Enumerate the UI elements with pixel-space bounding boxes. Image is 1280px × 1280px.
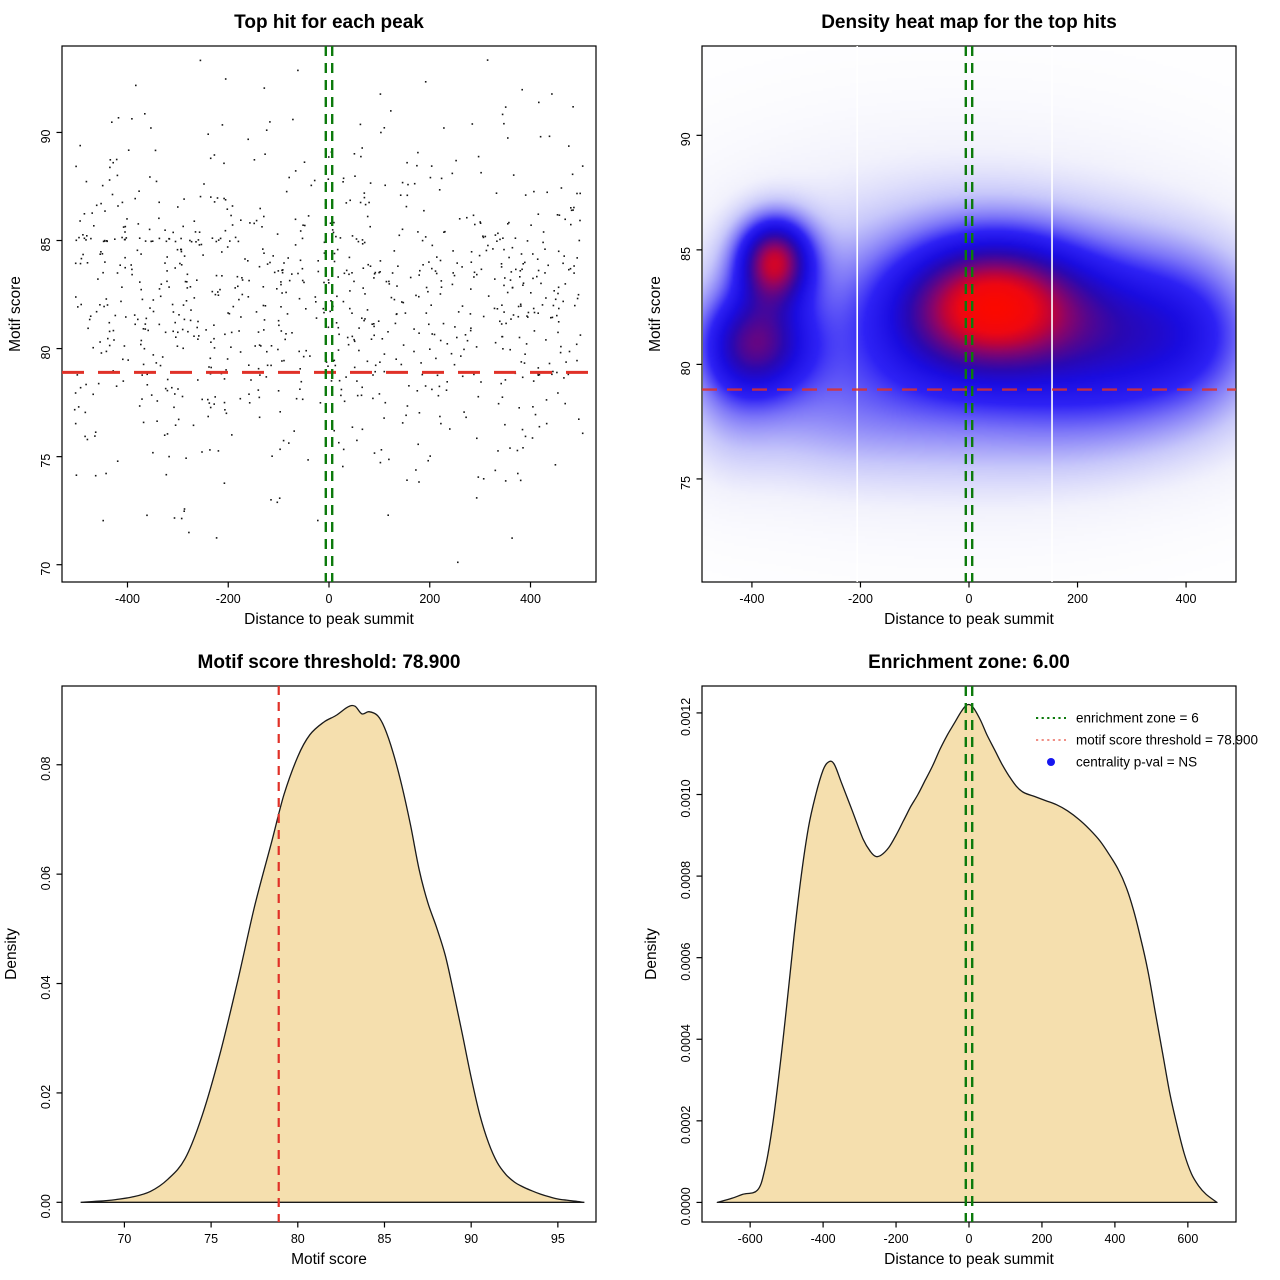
y-tick-label: 0.08 <box>39 757 53 781</box>
panel-scatter: Top hit for each peak Distance to peak s… <box>0 0 640 640</box>
x-tick-label: 400 <box>520 592 541 606</box>
y-tick-label: 0.0006 <box>679 943 693 981</box>
scatter-points <box>73 59 584 564</box>
score-density-plot: Motif score threshold: 78.900 Motif scor… <box>3 652 597 1268</box>
x-tick-label: 0 <box>966 1232 973 1246</box>
y-tick-label: 85 <box>39 238 53 252</box>
score-density-xlabel: Motif score <box>291 1251 367 1268</box>
legend-label-motif-threshold: motif score threshold = 78.900 <box>1076 733 1258 748</box>
y-tick-label: 90 <box>679 132 693 146</box>
legend <box>1036 717 1066 766</box>
heatmap-axes: -400 -200 0 200 400 75 80 85 90 <box>679 45 1237 606</box>
y-tick-label: 0.00 <box>39 1194 53 1218</box>
y-tick-label: 0.0004 <box>679 1024 693 1062</box>
y-tick-label: 75 <box>39 454 53 468</box>
heatmap-plot: Density heat map for the top hits Distan… <box>647 12 1237 628</box>
score_density-curve <box>80 704 585 1203</box>
y-tick-label: 85 <box>679 247 693 261</box>
scatter-ylabel: Motif score <box>7 276 24 352</box>
score-density-ylabel: Density <box>3 928 20 980</box>
x-tick-label: 200 <box>419 592 440 606</box>
x-tick-label: 80 <box>291 1232 305 1246</box>
summit-density-ylabel: Density <box>643 928 660 980</box>
scatter-title: Top hit for each peak <box>234 12 424 33</box>
x-tick-label: 75 <box>204 1232 218 1246</box>
summit_density-axes: -600 -400 -200 0 200 400 600 0.0000 0.0002 0.0004… <box>679 685 1237 1246</box>
x-tick-label: 200 <box>1067 592 1088 606</box>
scatter-axes: -400 -200 0 200 400 70 75 80 85 90 <box>39 45 597 606</box>
summit_density-curve <box>716 703 1218 1204</box>
summit-density-plot: Enrichment zone: 6.00 Distance to peak s… <box>643 652 1258 1268</box>
x-tick-label: -200 <box>216 592 241 606</box>
y-tick-label: 0.0010 <box>679 779 693 817</box>
score_density-axes: 70 75 80 85 90 95 0.00 0.02 0.04 0.06 0.08 <box>39 685 597 1246</box>
x-tick-label: -200 <box>884 1232 909 1246</box>
zone-lines <box>964 686 974 1222</box>
heatmap-title: Density heat map for the top hits <box>821 12 1117 33</box>
panel-score-density: Motif score threshold: 78.900 Motif scor… <box>0 640 640 1280</box>
heatmap-ylabel: Motif score <box>647 276 664 352</box>
x-tick-label: 200 <box>1032 1232 1053 1246</box>
x-tick-label: 0 <box>326 592 333 606</box>
y-tick-label: 0.0008 <box>679 861 693 899</box>
y-tick-label: 0.0002 <box>679 1106 693 1144</box>
x-tick-label: 90 <box>464 1232 478 1246</box>
legend-label-enrichment-zone: enrichment zone = 6 <box>1076 711 1199 726</box>
x-tick-label: 85 <box>378 1232 392 1246</box>
y-tick-label: 80 <box>39 346 53 360</box>
y-tick-label: 0.0012 <box>679 698 693 736</box>
scatter-xlabel: Distance to peak summit <box>244 611 414 628</box>
x-tick-label: -600 <box>738 1232 763 1246</box>
x-tick-label: 70 <box>117 1232 131 1246</box>
heatmap-image <box>703 47 1236 582</box>
x-tick-label: 600 <box>1177 1232 1198 1246</box>
x-tick-label: 400 <box>1176 592 1197 606</box>
x-tick-label: -200 <box>848 592 873 606</box>
panel-heatmap: Density heat map for the top hits Distan… <box>640 0 1280 640</box>
legend-label-centrality-pval: centrality p-val = NS <box>1076 755 1197 770</box>
y-tick-label: 0.02 <box>39 1085 53 1109</box>
y-tick-label: 70 <box>39 562 53 576</box>
y-tick-label: 0.04 <box>39 975 53 999</box>
x-tick-label: 0 <box>966 592 973 606</box>
summit-density-xlabel: Distance to peak summit <box>884 1251 1054 1268</box>
heatmap-reference-lines <box>702 46 1236 582</box>
x-tick-label: -400 <box>811 1232 836 1246</box>
x-tick-label: 400 <box>1104 1232 1125 1246</box>
scatter-plot: Top hit for each peak Distance to peak s… <box>7 12 597 628</box>
x-tick-label: 95 <box>551 1232 565 1246</box>
heatmap-xlabel: Distance to peak summit <box>884 611 1054 628</box>
panel-summit-density: Enrichment zone: 6.00 Distance to peak s… <box>640 640 1280 1280</box>
scatter-reference-lines <box>62 46 596 582</box>
x-tick-label: -400 <box>115 592 140 606</box>
summit-density-title: Enrichment zone: 6.00 <box>868 652 1070 673</box>
y-tick-label: 80 <box>679 361 693 375</box>
x-tick-label: -400 <box>739 592 764 606</box>
y-tick-label: 75 <box>679 476 693 490</box>
y-tick-label: 0.0000 <box>679 1187 693 1225</box>
legend-sample-dot <box>1047 758 1055 766</box>
y-tick-label: 90 <box>39 129 53 143</box>
y-tick-label: 0.06 <box>39 866 53 890</box>
score-density-title: Motif score threshold: 78.900 <box>198 652 461 673</box>
